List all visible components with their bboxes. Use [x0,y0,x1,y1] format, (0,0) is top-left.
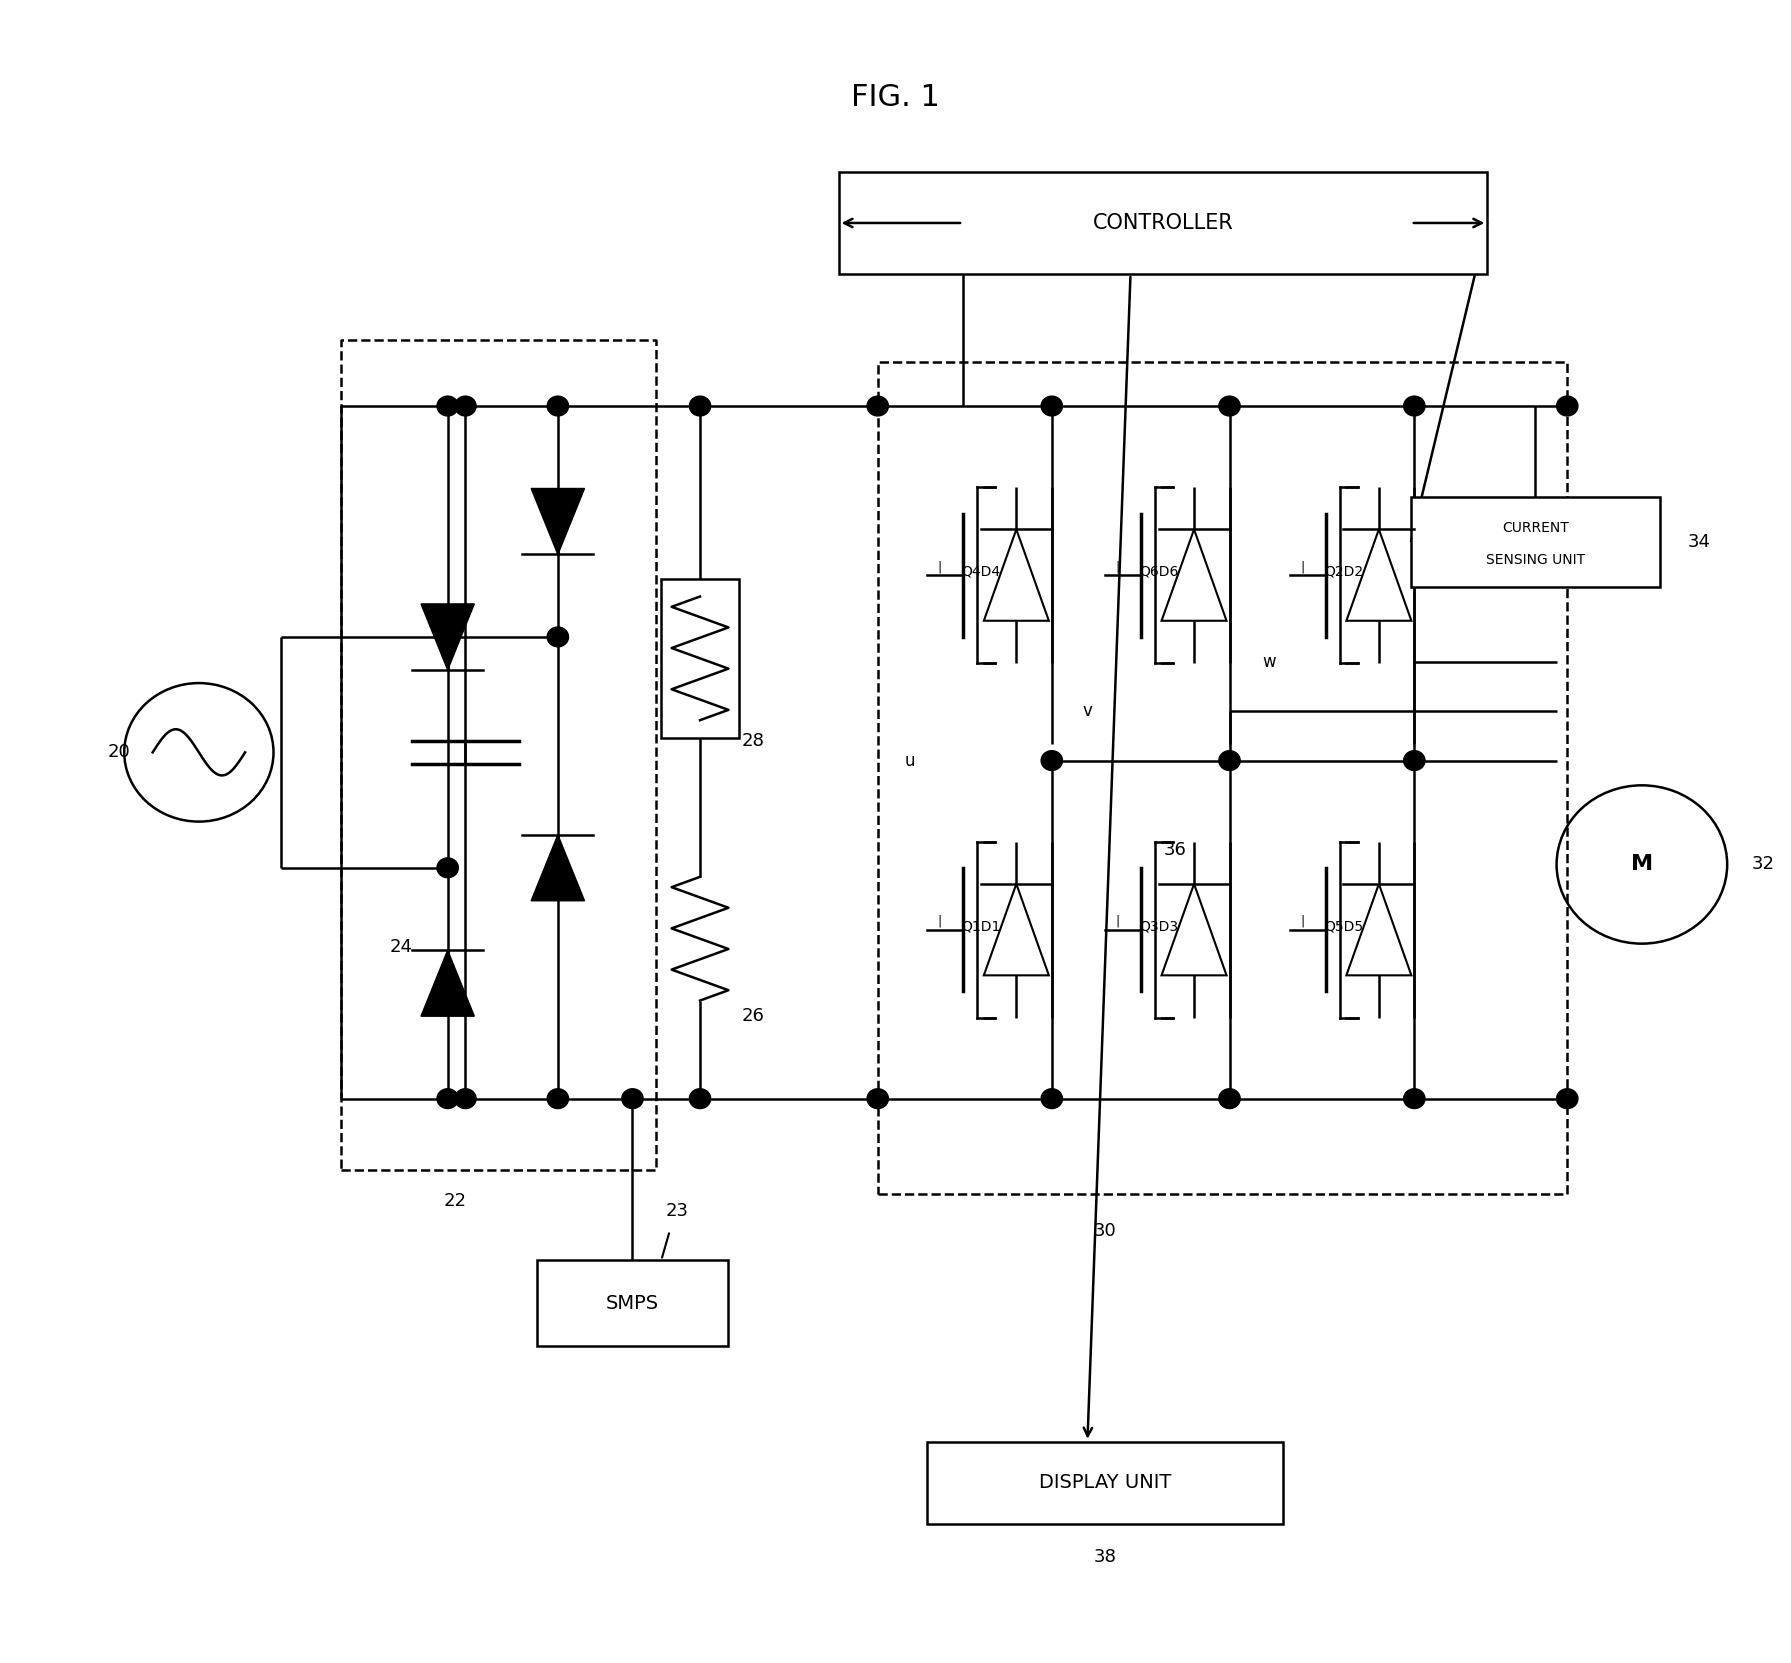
Text: 28: 28 [741,732,765,750]
Circle shape [1404,1089,1426,1109]
Text: Q4D4: Q4D4 [962,565,1001,579]
Circle shape [1041,396,1062,416]
Circle shape [1404,750,1426,770]
Circle shape [621,1089,643,1109]
Text: |: | [938,560,942,574]
Text: CONTROLLER: CONTROLLER [1093,213,1234,233]
Text: 36: 36 [1164,840,1186,858]
Text: 34: 34 [1687,534,1710,550]
Text: M: M [1632,855,1653,875]
Circle shape [1556,1089,1578,1109]
Circle shape [867,1089,888,1109]
Text: Q5D5: Q5D5 [1324,920,1363,933]
Circle shape [1404,396,1426,416]
Polygon shape [421,950,475,1016]
Text: |: | [938,915,942,928]
Polygon shape [1347,529,1411,620]
Circle shape [437,396,458,416]
Circle shape [455,1089,476,1109]
Circle shape [548,396,568,416]
Circle shape [548,1089,568,1109]
Text: 30: 30 [1094,1222,1116,1239]
Text: 22: 22 [444,1192,466,1211]
Text: 24: 24 [390,938,414,956]
Text: |: | [1300,915,1304,928]
Polygon shape [1162,529,1227,620]
Polygon shape [983,529,1050,620]
Circle shape [437,858,458,878]
Bar [928,1442,1282,1523]
Polygon shape [421,604,475,670]
Text: |: | [1116,915,1119,928]
Circle shape [1041,750,1062,770]
Bar [1411,497,1660,587]
Polygon shape [532,835,584,901]
Text: Q3D3: Q3D3 [1139,920,1178,933]
Text: v: v [1082,702,1093,720]
Text: 26: 26 [741,1008,765,1024]
Circle shape [690,1089,711,1109]
Text: FIG. 1: FIG. 1 [851,83,940,111]
Bar [661,579,740,737]
Text: 38: 38 [1094,1548,1116,1567]
Text: CURRENT: CURRENT [1503,522,1569,535]
Circle shape [1220,396,1239,416]
Text: SMPS: SMPS [605,1294,659,1312]
Circle shape [455,396,476,416]
Polygon shape [1162,885,1227,975]
Circle shape [1220,750,1239,770]
Text: 23: 23 [666,1202,688,1219]
Text: u: u [904,752,915,770]
Text: 32: 32 [1752,855,1775,873]
Circle shape [1041,1089,1062,1109]
Circle shape [690,396,711,416]
Text: DISPLAY UNIT: DISPLAY UNIT [1039,1473,1171,1492]
Text: 20: 20 [107,743,131,762]
Polygon shape [1347,885,1411,975]
Circle shape [867,396,888,416]
Text: SENSING UNIT: SENSING UNIT [1487,554,1585,567]
Text: w: w [1263,652,1275,670]
Text: Q2D2: Q2D2 [1324,565,1363,579]
Text: |: | [1300,560,1304,574]
Circle shape [1556,396,1578,416]
Circle shape [437,1089,458,1109]
Polygon shape [983,885,1050,975]
Circle shape [1220,1089,1239,1109]
Bar [838,171,1487,274]
Polygon shape [532,489,584,554]
Text: |: | [1116,560,1119,574]
Text: Q6D6: Q6D6 [1139,565,1178,579]
Circle shape [548,627,568,647]
Bar [537,1261,729,1345]
Text: Q1D1: Q1D1 [962,920,1001,933]
